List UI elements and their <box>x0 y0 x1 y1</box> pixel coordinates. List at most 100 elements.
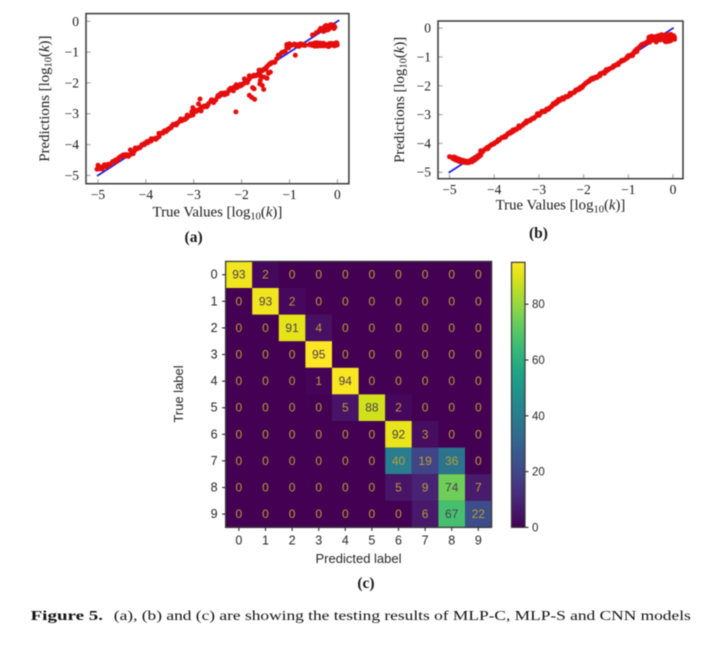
svg-text:8: 8 <box>211 481 218 495</box>
svg-text:0: 0 <box>236 321 243 335</box>
svg-text:Predictions [log10(k)]: Predictions [log10(k)] <box>392 37 410 163</box>
svg-text:1: 1 <box>315 374 322 388</box>
svg-text:0: 0 <box>289 481 296 495</box>
svg-text:2: 2 <box>395 401 402 415</box>
svg-text:0: 0 <box>342 268 349 282</box>
svg-text:0: 0 <box>342 454 349 468</box>
svg-text:5: 5 <box>342 401 349 415</box>
svg-text:0: 0 <box>422 401 429 415</box>
svg-text:9: 9 <box>211 507 218 521</box>
svg-text:1: 1 <box>262 533 269 547</box>
svg-text:0: 0 <box>448 427 455 441</box>
svg-text:0: 0 <box>369 348 376 362</box>
svg-text:0: 0 <box>262 427 269 441</box>
svg-text:0: 0 <box>289 427 296 441</box>
svg-text:0: 0 <box>236 401 243 415</box>
svg-text:0: 0 <box>448 294 455 308</box>
svg-text:67: 67 <box>445 507 459 521</box>
svg-text:9: 9 <box>475 533 482 547</box>
svg-text:0: 0 <box>369 481 376 495</box>
svg-text:−2: −2 <box>65 75 79 90</box>
svg-text:80: 80 <box>532 299 545 311</box>
svg-text:0: 0 <box>369 454 376 468</box>
svg-text:0: 0 <box>448 268 455 282</box>
svg-text:93: 93 <box>259 294 273 308</box>
svg-text:0: 0 <box>262 321 269 335</box>
svg-text:19: 19 <box>418 454 432 468</box>
svg-text:0: 0 <box>369 427 376 441</box>
svg-text:−2: −2 <box>417 78 431 93</box>
svg-text:(a): (a) <box>185 229 203 246</box>
svg-text:0: 0 <box>315 454 322 468</box>
svg-text:6: 6 <box>211 427 218 441</box>
svg-text:0: 0 <box>369 507 376 521</box>
svg-text:0: 0 <box>262 401 269 415</box>
svg-text:0: 0 <box>262 348 269 362</box>
svg-text:0: 0 <box>315 427 322 441</box>
svg-text:0: 0 <box>532 522 538 534</box>
svg-text:Predicted label: Predicted label <box>316 551 402 566</box>
svg-text:−4: −4 <box>65 137 80 152</box>
svg-text:0: 0 <box>395 374 402 388</box>
svg-text:−4: −4 <box>417 136 432 151</box>
svg-text:0: 0 <box>422 348 429 362</box>
svg-text:0: 0 <box>422 294 429 308</box>
svg-text:8: 8 <box>448 533 455 547</box>
svg-text:0: 0 <box>422 374 429 388</box>
svg-text:0: 0 <box>262 374 269 388</box>
svg-text:0: 0 <box>395 294 402 308</box>
svg-text:−3: −3 <box>65 106 80 121</box>
svg-text:0: 0 <box>475 294 482 308</box>
svg-text:0: 0 <box>289 374 296 388</box>
svg-text:6: 6 <box>395 533 402 547</box>
svg-text:0: 0 <box>475 321 482 335</box>
svg-text:0: 0 <box>424 21 431 36</box>
svg-text:0: 0 <box>475 401 482 415</box>
svg-text:0: 0 <box>289 401 296 415</box>
svg-text:−5: −5 <box>65 168 80 183</box>
svg-text:0: 0 <box>475 454 482 468</box>
svg-text:5: 5 <box>211 401 218 415</box>
svg-text:−3: −3 <box>187 187 202 202</box>
svg-text:2: 2 <box>211 321 218 335</box>
svg-text:0: 0 <box>289 268 296 282</box>
svg-text:3: 3 <box>422 427 429 441</box>
svg-text:36: 36 <box>445 454 459 468</box>
svg-text:0: 0 <box>236 507 243 521</box>
svg-text:0: 0 <box>342 507 349 521</box>
svg-text:0: 0 <box>475 348 482 362</box>
svg-text:True Values [log10(k)]: True Values [log10(k)] <box>496 198 626 216</box>
svg-text:0: 0 <box>262 507 269 521</box>
svg-text:20: 20 <box>532 467 545 479</box>
svg-text:−1: −1 <box>417 50 431 65</box>
svg-text:4: 4 <box>342 533 349 547</box>
svg-text:−5: −5 <box>442 182 457 197</box>
svg-text:−1: −1 <box>621 182 635 197</box>
svg-text:0: 0 <box>211 268 218 282</box>
svg-text:Figure 5.: Figure 5. <box>31 609 103 624</box>
svg-text:0: 0 <box>342 321 349 335</box>
svg-text:0: 0 <box>475 374 482 388</box>
svg-text:7: 7 <box>422 533 429 547</box>
svg-text:3: 3 <box>315 533 322 547</box>
svg-text:−4: −4 <box>487 182 502 197</box>
svg-text:4: 4 <box>211 374 218 388</box>
svg-text:0: 0 <box>236 348 243 362</box>
svg-text:−1: −1 <box>65 45 79 60</box>
svg-text:0: 0 <box>236 454 243 468</box>
svg-text:4: 4 <box>315 321 322 335</box>
svg-text:40: 40 <box>392 454 406 468</box>
svg-text:0: 0 <box>342 427 349 441</box>
svg-text:(c): (c) <box>357 575 374 592</box>
svg-text:22: 22 <box>472 507 486 521</box>
svg-text:True label: True label <box>171 365 186 422</box>
svg-text:−1: −1 <box>282 187 296 202</box>
svg-text:0: 0 <box>448 401 455 415</box>
svg-text:2: 2 <box>289 294 296 308</box>
svg-text:40: 40 <box>532 411 545 423</box>
svg-text:0: 0 <box>342 348 349 362</box>
svg-text:0: 0 <box>342 481 349 495</box>
svg-text:0: 0 <box>448 321 455 335</box>
svg-text:5: 5 <box>368 533 375 547</box>
svg-text:0: 0 <box>369 321 376 335</box>
